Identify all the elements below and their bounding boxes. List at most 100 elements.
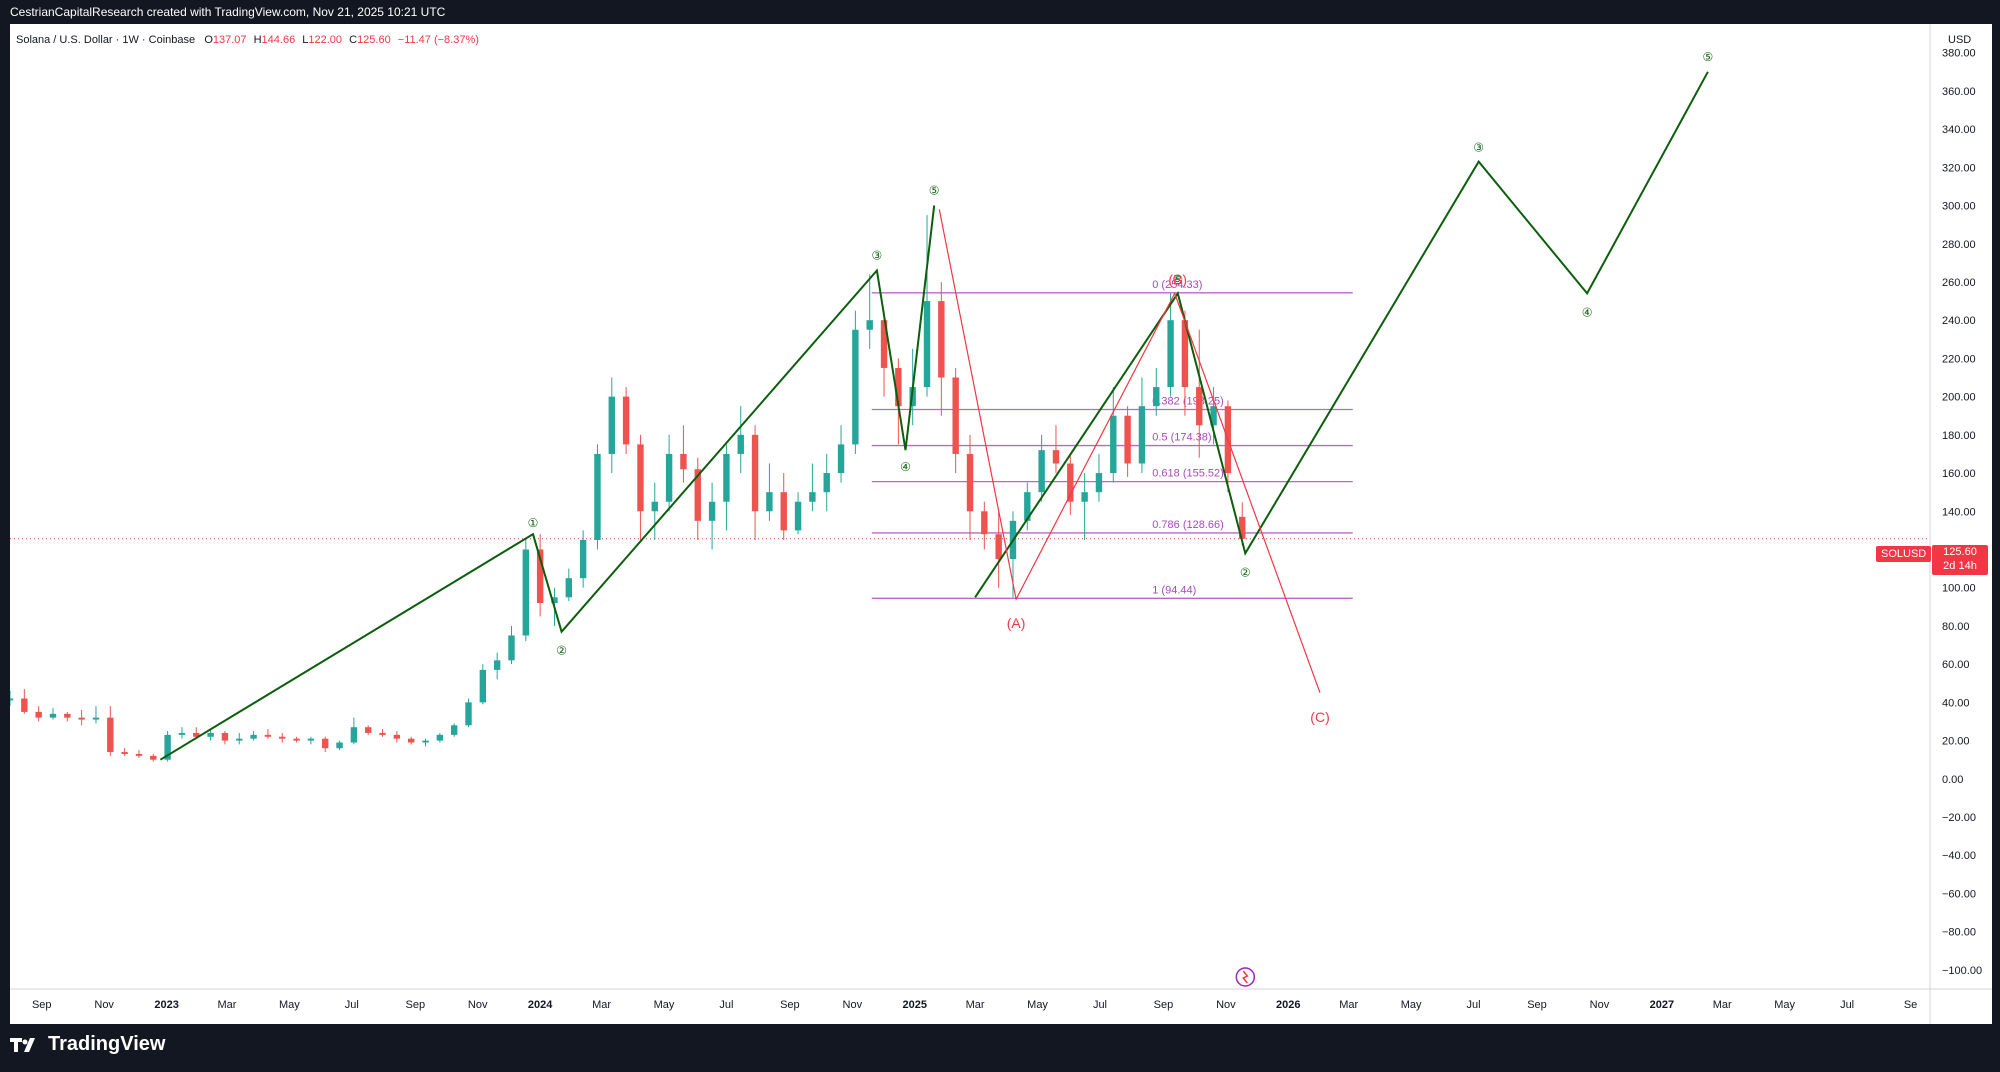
- y-tick-label: −40.00: [1942, 850, 1976, 862]
- candle-body: [737, 434, 744, 454]
- currency-label[interactable]: USD: [1948, 34, 1972, 46]
- candle-body: [1239, 516, 1246, 539]
- candle-body: [637, 444, 644, 512]
- wave-label-corrective: (B): [1168, 271, 1187, 287]
- candle-body: [952, 377, 959, 454]
- y-tick-label: 20.00: [1942, 736, 1970, 748]
- candle-body: [393, 734, 401, 739]
- fib-level-label: 0.618 (155.52): [1152, 468, 1224, 480]
- candle-body: [193, 732, 200, 737]
- candle-body: [1167, 320, 1174, 388]
- y-tick-label: 320.00: [1942, 162, 1976, 174]
- y-tick-label: 60.00: [1942, 659, 1970, 671]
- tradingview-logo[interactable]: TradingView: [10, 1033, 165, 1056]
- candle-body: [809, 492, 816, 502]
- chart-panel[interactable]: 380.00 360.00 340.00 320.00 300.00 280.00 260.…: [10, 24, 1992, 1024]
- y-tick-label: 40.00: [1942, 697, 1970, 709]
- x-tick-label: Jul: [1093, 999, 1107, 1011]
- x-tick-label: 2025: [902, 999, 926, 1011]
- candle-body: [465, 702, 472, 726]
- x-tick-label: Mar: [966, 999, 985, 1011]
- candle-body: [221, 732, 229, 741]
- footer-bar: TradingView: [0, 1024, 2000, 1072]
- candle-body: [1138, 406, 1146, 464]
- y-tick-label: 220.00: [1942, 353, 1976, 365]
- candle-body: [880, 320, 888, 368]
- x-tick-label: May: [1401, 999, 1422, 1011]
- candle-body: [207, 732, 214, 737]
- x-tick-label: Jul: [1840, 999, 1854, 1011]
- symbol-legend[interactable]: Solana / U.S. Dollar · 1W · Coinbase O13…: [16, 34, 479, 46]
- candle-body: [135, 753, 143, 756]
- legend-open: 137.07: [212, 34, 247, 46]
- y-tick-label: 280.00: [1942, 239, 1976, 251]
- candle-body: [1181, 320, 1189, 388]
- candle-body: [493, 660, 501, 670]
- wave-label-corrective: (A): [1007, 615, 1026, 631]
- wave-label: ②: [1240, 565, 1251, 579]
- candle-body: [665, 453, 673, 502]
- bar-countdown: 2d 14h: [1943, 560, 1977, 572]
- candle-body: [107, 717, 114, 753]
- y-tick-label: 300.00: [1942, 201, 1976, 213]
- candle-body: [866, 320, 873, 330]
- candle-body: [1024, 492, 1031, 521]
- fib-level-label: 0.786 (128.66): [1152, 519, 1224, 531]
- chart-canvas[interactable]: 380.00 360.00 340.00 320.00 300.00 280.00 260.…: [10, 24, 1992, 1024]
- candle-body: [594, 453, 601, 540]
- candle-body: [780, 492, 787, 531]
- x-tick-label: May: [654, 999, 675, 1011]
- x-tick-label: Nov: [1216, 999, 1236, 1011]
- x-tick-label: May: [1027, 999, 1048, 1011]
- candle-body: [279, 736, 286, 739]
- y-tick-label: 80.00: [1942, 621, 1970, 633]
- legend-low-label: L: [302, 34, 309, 46]
- y-tick-label: −20.00: [1942, 812, 1976, 824]
- candle-body: [522, 549, 530, 636]
- x-tick-label: Mar: [592, 999, 611, 1011]
- legend-close: 125.60: [357, 34, 391, 46]
- y-tick-label: 0.00: [1942, 774, 1963, 786]
- candle-body: [536, 549, 544, 603]
- candle-body: [579, 539, 587, 579]
- wave-path-impulse-primary: [159, 205, 936, 761]
- candle-body: [49, 713, 57, 718]
- top-bar: CestrianCapitalResearch created with Tra…: [0, 0, 2000, 24]
- y-tick-label: 100.00: [1942, 583, 1976, 595]
- y-tick-label: 380.00: [1942, 48, 1976, 60]
- wave-path-impulse-current: [974, 71, 1709, 598]
- candle-body: [694, 469, 701, 521]
- y-tick-label: 360.00: [1942, 86, 1976, 98]
- x-tick-label: 2026: [1276, 999, 1300, 1011]
- candle-body: [236, 738, 243, 741]
- x-tick-label: Jul: [719, 999, 733, 1011]
- candle-body: [422, 740, 429, 743]
- x-tick-label: Nov: [843, 999, 863, 1011]
- legend-low: 122.00: [308, 34, 343, 46]
- candle-body: [923, 301, 931, 388]
- x-tick-label: Sep: [1527, 999, 1547, 1011]
- candle-body: [436, 734, 444, 741]
- candle-body: [150, 755, 157, 760]
- x-tick-label: Nov: [468, 999, 488, 1011]
- tradingview-brand: TradingView: [48, 1033, 166, 1055]
- y-tick-label: −60.00: [1942, 888, 1976, 900]
- x-tick-label: Nov: [1590, 999, 1610, 1011]
- candle-body: [766, 492, 773, 512]
- wave-label: ③: [1473, 141, 1484, 155]
- candle-body: [250, 734, 257, 739]
- candle-body: [1038, 450, 1045, 493]
- wave-label: ④: [900, 460, 911, 474]
- candle-body: [1210, 406, 1217, 426]
- wave-label: ①: [528, 516, 539, 530]
- x-tick-label: Jul: [345, 999, 359, 1011]
- candle-body: [1095, 473, 1103, 493]
- candle-body: [264, 734, 272, 737]
- y-tick-label: 180.00: [1942, 430, 1976, 442]
- candle-body: [307, 738, 315, 741]
- candle-body: [723, 453, 730, 502]
- candle-body: [450, 725, 458, 735]
- candle-body: [479, 669, 487, 703]
- candle-body: [322, 738, 329, 749]
- candle-body: [21, 698, 28, 712]
